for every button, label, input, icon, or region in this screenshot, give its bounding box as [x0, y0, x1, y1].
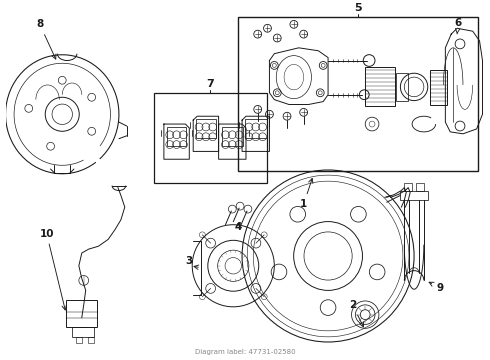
Text: 8: 8 [36, 19, 56, 59]
Bar [404, 183, 412, 190]
Bar [76, 337, 82, 343]
Text: 3: 3 [186, 256, 193, 266]
Bar [430, 70, 447, 104]
Bar [196, 119, 216, 138]
Text: 10: 10 [39, 229, 66, 310]
Bar [72, 327, 94, 337]
Bar [396, 73, 408, 100]
Text: 2: 2 [349, 300, 364, 327]
Bar [221, 127, 243, 145]
Text: 5: 5 [354, 3, 362, 13]
Text: 7: 7 [206, 79, 214, 89]
Bar [154, 93, 267, 183]
Bar [400, 190, 428, 200]
Bar [238, 17, 478, 171]
Bar [245, 119, 267, 138]
Bar [365, 67, 394, 107]
Bar [88, 337, 94, 343]
Text: 4: 4 [235, 222, 242, 232]
Bar [167, 127, 186, 145]
Bar [416, 183, 424, 190]
Bar [66, 300, 98, 327]
Text: 6: 6 [454, 18, 462, 34]
Text: Diagram label: 47731-02580: Diagram label: 47731-02580 [195, 349, 295, 355]
Text: 9: 9 [429, 282, 444, 293]
Text: 1: 1 [300, 179, 313, 209]
